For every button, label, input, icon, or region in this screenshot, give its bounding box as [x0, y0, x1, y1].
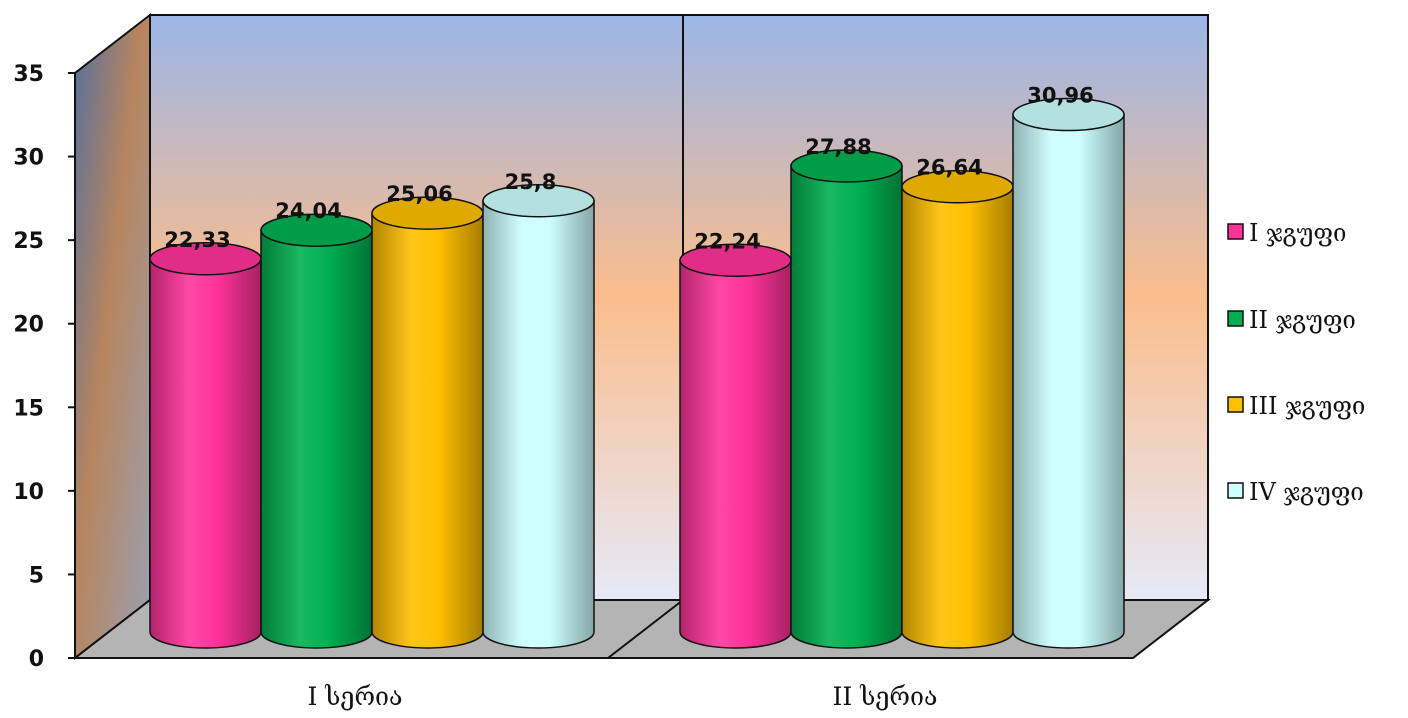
data-label: 26,64: [916, 156, 982, 180]
legend-label: III ჯგუფი: [1249, 392, 1365, 420]
y-tick-label: 15: [13, 396, 44, 421]
bar-body: [790, 165, 903, 649]
data-label: 22,33: [164, 228, 230, 252]
bar: [679, 243, 792, 649]
y-tick-label: 35: [13, 62, 44, 87]
data-labels: 22,33 24,04 25,06 25,8 22,24 27,88 26,64 30,96: [164, 84, 1093, 254]
bar-top: [790, 149, 903, 183]
y-tick-label: 5: [29, 563, 44, 588]
bars: [149, 97, 1125, 649]
y-tick-label: 25: [13, 229, 44, 254]
legend-swatch: [1227, 482, 1244, 499]
legend-item: III ჯგუფი: [1227, 392, 1365, 420]
data-label: 30,96: [1027, 84, 1093, 108]
bar: [149, 242, 262, 649]
bar-body: [482, 200, 595, 649]
bar-body: [1012, 113, 1125, 649]
y-tick-label: 30: [13, 146, 44, 171]
legend-swatch: [1227, 223, 1244, 240]
data-label: 25,8: [505, 170, 557, 194]
x-category-label: II სერია: [833, 682, 938, 711]
legend-label: IV ჯგუფი: [1249, 478, 1364, 506]
bar: [790, 149, 903, 649]
bar-top: [1012, 97, 1125, 132]
data-label: 24,04: [275, 199, 341, 223]
y-tick-label: 10: [13, 480, 44, 505]
y-tick-label: 20: [13, 313, 44, 338]
legend-item: II ჯგუფი: [1227, 306, 1356, 334]
bar-body: [149, 258, 262, 649]
y-tick-label: 0: [29, 647, 44, 672]
y-axis: 0 5 10 15 20 25 30 35: [13, 62, 75, 672]
bar-top: [482, 184, 595, 218]
data-label: 25,06: [386, 182, 452, 206]
legend: I ჯგუფი II ჯგუფი III ჯგუფი IV ჯგუფი: [1227, 219, 1365, 506]
bar-body: [679, 259, 792, 649]
legend-swatch: [1227, 310, 1244, 327]
legend-item: IV ჯგუფი: [1227, 478, 1364, 506]
bar-body: [371, 212, 484, 649]
data-label: 27,88: [805, 135, 871, 159]
x-axis: I სერია II სერია: [307, 682, 937, 711]
legend-swatch: [1227, 396, 1244, 413]
bar: [371, 196, 484, 649]
bar: [901, 169, 1014, 649]
bar: [260, 213, 373, 649]
legend-label: II ჯგუფი: [1249, 306, 1356, 334]
bar-body: [901, 185, 1014, 649]
legend-label: I ჯგუფი: [1249, 219, 1346, 247]
side-wall: [74, 12, 151, 661]
data-label: 22,24: [694, 229, 760, 253]
legend-item: I ჯგუფი: [1227, 219, 1346, 247]
x-category-label: I სერია: [307, 682, 402, 711]
floor-divider: [607, 599, 684, 659]
bar: [1012, 97, 1125, 649]
bar-body: [260, 229, 373, 649]
bar: [482, 184, 595, 649]
